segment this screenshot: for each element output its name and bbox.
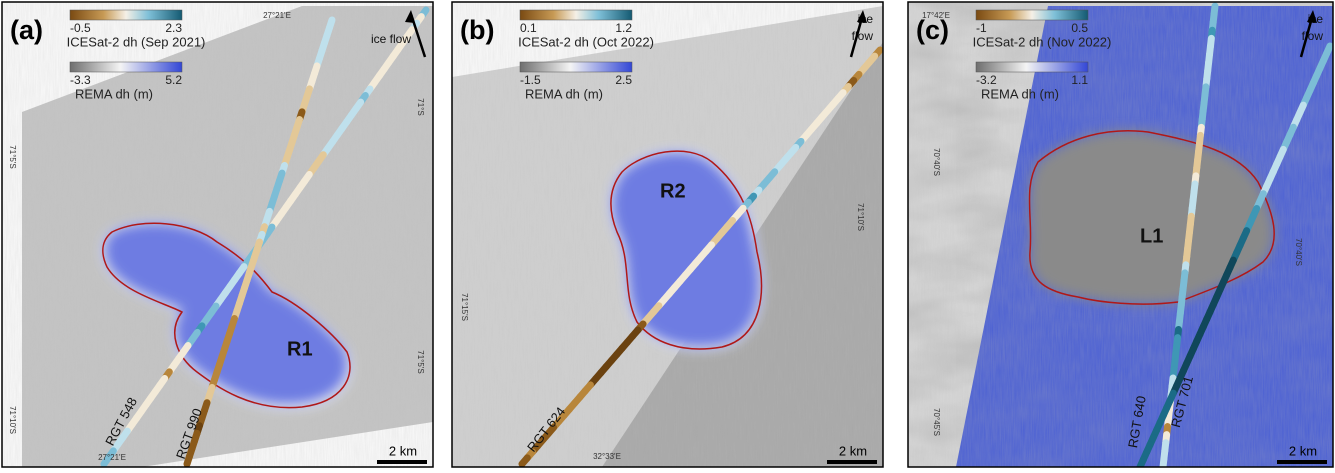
- map-body: [452, 2, 883, 467]
- colorbar-tick-label: 1.1: [1071, 73, 1088, 87]
- coordinate-label: 71°S: [416, 98, 425, 115]
- coordinate-label: 71°10'S: [8, 406, 17, 434]
- coordinate-label: 71°5'S: [8, 145, 17, 168]
- colorbar-caption: REMA dh (m): [525, 86, 603, 101]
- texture: [2, 2, 433, 467]
- track-segment: [1136, 456, 1147, 467]
- map-body: [908, 2, 1333, 467]
- scale-bar: [377, 460, 427, 464]
- panel-frame: [1, 1, 434, 468]
- panel-label: (a): [10, 15, 43, 45]
- coordinate-label: 32°33'E: [593, 452, 621, 461]
- track-segment: [100, 453, 113, 467]
- map-body: [2, 2, 433, 467]
- track-segment: [183, 452, 193, 467]
- colorbar-caption: ICESat-2 dh (Sep 2021): [67, 34, 206, 49]
- flow-arrowhead: [405, 10, 415, 23]
- colorbar-tick-label: -0.5: [70, 21, 91, 35]
- panel-frame: [451, 1, 884, 468]
- scale-label: 2 km: [389, 443, 417, 458]
- coordinate-label: 70°40'S: [1294, 238, 1303, 266]
- colorbar-tick-label: 2.5: [615, 73, 632, 87]
- colorbar-caption: REMA dh (m): [981, 86, 1059, 101]
- colorbar-tick-label: -1.5: [520, 73, 541, 87]
- colorbar-tick-label: -3.3: [70, 73, 91, 87]
- lake-outline: [102, 222, 351, 409]
- colorbar-caption: REMA dh (m): [75, 86, 153, 101]
- colorbar: [975, 9, 1089, 21]
- lake-label: R1: [287, 338, 313, 360]
- colorbar-caption: ICESat-2 dh (Oct 2022): [518, 34, 654, 49]
- panel-label: (c): [916, 15, 949, 45]
- colorbar-tick-label: 0.5: [1071, 21, 1088, 35]
- coordinate-label: 71°5'S: [416, 350, 425, 373]
- colorbar-tick-label: 5.2: [165, 73, 182, 87]
- coordinate-label: 70°40'S: [932, 148, 941, 176]
- coordinate-label: 27°21'E: [263, 11, 291, 20]
- flow-arrowhead: [1307, 10, 1317, 23]
- colorbar: [519, 9, 633, 21]
- scale-label: 2 km: [839, 443, 867, 458]
- colorbar-tick-label: 1.2: [615, 21, 632, 35]
- colorbar: [519, 61, 633, 73]
- coordinate-label: 71°15'S: [460, 293, 469, 321]
- panel-label: (b): [460, 15, 494, 45]
- flow-arrowhead: [857, 10, 867, 23]
- colorbar: [69, 61, 183, 73]
- flow-label: ice flow: [371, 32, 411, 46]
- lake-outline: [610, 150, 763, 350]
- lake-fill: [104, 222, 348, 405]
- colorbar-tick-label: 0.1: [520, 21, 537, 35]
- lake-label: R2: [660, 180, 686, 202]
- coordinate-label: 71°10'S: [856, 203, 865, 231]
- coordinate-label: 27°21'E: [98, 453, 126, 462]
- panel-frame: [907, 1, 1334, 468]
- colorbar-tick-label: 2.3: [165, 21, 182, 35]
- lake-fill: [1029, 130, 1275, 305]
- track-segment: [518, 454, 531, 467]
- coordinate-label: 70°45'S: [932, 408, 941, 436]
- lake-label: L1: [1140, 225, 1163, 247]
- colorbar: [975, 61, 1089, 73]
- colorbar-caption: ICESat-2 dh (Nov 2022): [973, 34, 1112, 49]
- colorbar-tick-label: -3.2: [976, 73, 997, 87]
- scale-bar: [827, 460, 877, 464]
- lake-fill: [611, 151, 760, 347]
- lake-outline: [1028, 130, 1275, 305]
- scale-bar: [1277, 460, 1327, 464]
- colorbar-tick-label: -1: [976, 21, 987, 35]
- coordinate-label: 17°42'E: [922, 11, 950, 20]
- colorbar: [69, 9, 183, 21]
- track-segment: [1159, 455, 1168, 467]
- scale-label: 2 km: [1289, 443, 1317, 458]
